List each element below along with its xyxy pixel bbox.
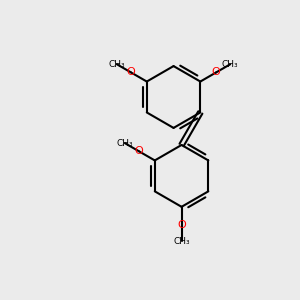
- Text: O: O: [177, 220, 186, 230]
- Text: CH₃: CH₃: [117, 139, 133, 148]
- Text: CH₃: CH₃: [222, 60, 238, 69]
- Text: O: O: [212, 68, 220, 77]
- Text: O: O: [127, 68, 135, 77]
- Text: CH₃: CH₃: [109, 60, 125, 69]
- Text: CH₃: CH₃: [173, 237, 190, 246]
- Text: O: O: [135, 146, 143, 156]
